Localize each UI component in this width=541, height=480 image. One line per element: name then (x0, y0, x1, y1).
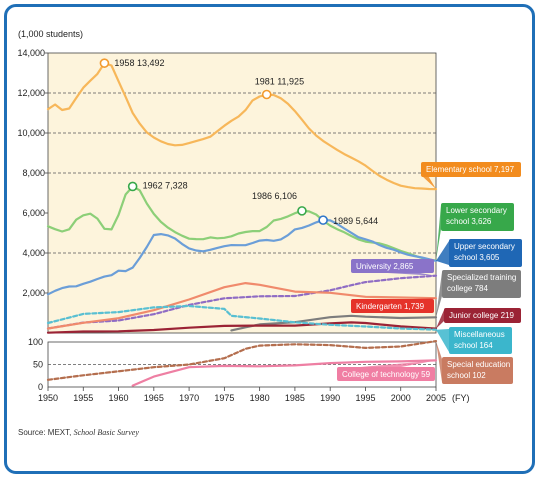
x-tick-label: 1960 (109, 393, 129, 403)
label-box-special_education (442, 357, 513, 384)
x-tick-label: 1975 (214, 393, 234, 403)
x-tick-label: 1995 (355, 393, 375, 403)
label-text-specialized_training: Specialized training (447, 273, 516, 282)
peak-label-lower_secondary: 1986 6,106 (252, 191, 297, 201)
series-line-university (46, 274, 438, 330)
source-name: School Basic Survey (73, 428, 139, 437)
lower-y-tick-label: 50 (33, 360, 43, 370)
peak-marker-lower_secondary (127, 181, 138, 192)
x-tick-label: 2005 (426, 393, 446, 403)
peak-label-lower_secondary: 1962 7,328 (143, 180, 188, 190)
label-text-upper_secondary: school 3,605 (454, 253, 500, 262)
series-line-special_education (46, 340, 438, 381)
x-tick-label: 1980 (250, 393, 270, 403)
series-line-college_of_technology (131, 359, 438, 387)
x-tick-label: 1985 (285, 393, 305, 403)
label-text-miscellaneous: school 164 (454, 341, 493, 350)
series-line-miscellaneous (46, 304, 438, 331)
label-text-elementary: Elementary school 7,197 (426, 165, 515, 174)
label-text-junior_college: Junior college 219 (449, 311, 514, 320)
label-box-upper_secondary (449, 239, 522, 267)
peak-label-elementary: 1981 11,925 (255, 77, 304, 87)
label-leader-lower_secondary (436, 205, 441, 261)
peak-marker-elementary (99, 58, 110, 68)
label-text-kindergarten: Kindergarten 1,739 (356, 302, 425, 311)
label-box-specialized_training (442, 270, 521, 298)
label-box-junior_college (444, 308, 521, 323)
y-axis-label: (1,000 students) (18, 29, 83, 39)
label-text-lower_secondary: Lower secondary (446, 206, 507, 215)
x-tick-label: 1950 (38, 393, 58, 403)
label-leader-specialized_training (436, 272, 442, 318)
lower-y-tick-label: 0 (38, 382, 43, 392)
series-line-junior_college (46, 321, 438, 334)
label-text-special_education: school 102 (447, 371, 486, 380)
peak-marker-lower_secondary (297, 206, 307, 216)
label-box-lower_secondary (441, 203, 514, 231)
label-leader-special_education (436, 341, 442, 382)
label-box-college_of_technology (337, 367, 435, 381)
label-text-university: University 2,865 (356, 262, 414, 271)
upper-y-tick-label: 2,000 (22, 288, 45, 298)
label-box-kindergarten (351, 299, 434, 313)
peak-label-elementary: 1958 13,492 (114, 58, 164, 68)
upper-panel-bg (47, 52, 437, 334)
upper-y-tick-label: 12,000 (17, 88, 45, 98)
x-tick-label: 1970 (179, 393, 199, 403)
label-text-miscellaneous: Miscellaneous (454, 330, 505, 339)
x-axis-label: (FY) (452, 393, 470, 403)
peak-marker-elementary (261, 89, 272, 100)
upper-y-tick-label: 8,000 (22, 168, 45, 178)
source-prefix: Source: MEXT, (18, 428, 74, 437)
label-leader-upper_secondary (436, 241, 449, 265)
upper-y-tick-label: 4,000 (22, 248, 45, 258)
peak-label-upper_secondary: 1989 5,644 (333, 216, 378, 226)
label-leader-junior_college (436, 310, 444, 329)
label-text-special_education: Special education (447, 360, 510, 369)
series-line-kindergarten (46, 282, 438, 330)
x-tick-label: 1965 (144, 393, 164, 403)
x-tick-label: 1955 (73, 393, 93, 403)
label-text-upper_secondary: Upper secondary (454, 242, 515, 251)
upper-y-tick-label: 14,000 (17, 48, 45, 58)
upper-y-tick-label: 10,000 (17, 128, 45, 138)
label-box-elementary (421, 162, 521, 177)
peak-marker-upper_secondary (318, 215, 328, 225)
source-note: Source: MEXT, School Basic Survey (18, 428, 139, 437)
label-text-college_of_technology: College of technology 59 (342, 370, 431, 379)
x-tick-label: 1990 (320, 393, 340, 403)
label-box-miscellaneous (449, 327, 512, 354)
label-text-specialized_training: college 784 (447, 284, 488, 293)
series-line-lower_secondary (46, 185, 438, 262)
series-line-upper_secondary (46, 219, 438, 296)
x-tick-label: 2000 (391, 393, 411, 403)
label-box-university (351, 259, 434, 273)
upper-y-tick-label: 6,000 (22, 208, 45, 218)
lower-y-tick-label: 100 (28, 337, 43, 347)
series-line-elementary (46, 62, 438, 191)
label-text-lower_secondary: school 3,626 (446, 217, 492, 226)
label-leader-miscellaneous (436, 329, 449, 352)
